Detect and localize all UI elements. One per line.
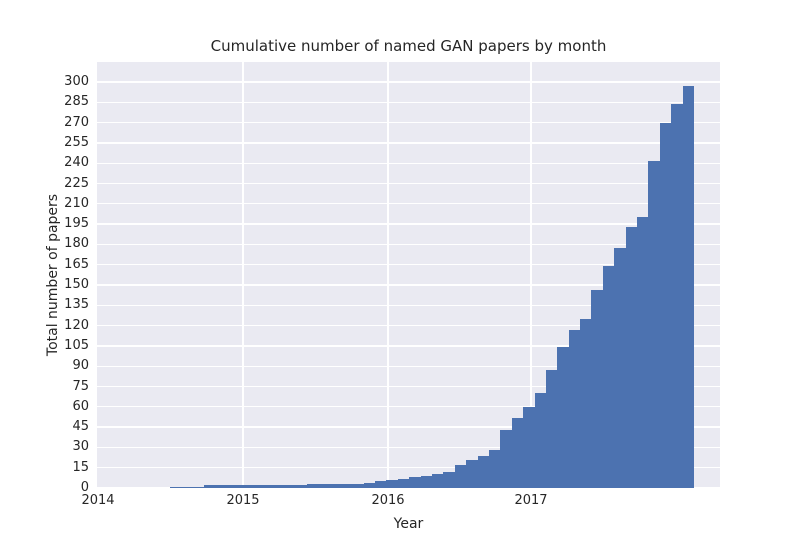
bar-2017-05 [568, 329, 581, 488]
bar-2018-03 [682, 86, 695, 488]
x-axis-label: Year [393, 516, 424, 532]
x-gridline-2015 [242, 62, 244, 488]
bar-2017-07 [591, 290, 604, 488]
y-gridline-285 [97, 101, 720, 103]
y-gridline-240 [97, 162, 720, 164]
bar-2016-04 [420, 475, 433, 488]
y-tick-label-285: 285 [64, 94, 89, 110]
bar-2017-06 [580, 318, 592, 488]
y-tick-label-135: 135 [64, 297, 89, 313]
bar-2016-03 [409, 477, 421, 488]
bar-2015-11 [363, 482, 376, 488]
y-gridline-150 [97, 284, 720, 286]
y-tick-label-105: 105 [64, 337, 89, 353]
plot-area [97, 62, 720, 489]
bar-2015-07 [318, 483, 330, 488]
bar-2016-11 [500, 429, 513, 488]
y-tick-label-75: 75 [72, 378, 89, 394]
y-tick-label-15: 15 [72, 459, 89, 475]
y-tick-label-255: 255 [64, 134, 89, 150]
bar-2017-09 [614, 248, 626, 488]
bar-2015-06 [306, 483, 319, 488]
bar-2014-07 [181, 486, 194, 488]
y-tick-label-225: 225 [64, 175, 89, 191]
y-tick-label-300: 300 [64, 74, 89, 89]
bar-2015-12 [375, 481, 387, 488]
y-tick-label-180: 180 [64, 236, 89, 252]
y-gridline-120 [97, 324, 720, 327]
y-tick-label-120: 120 [64, 317, 89, 333]
y-tick-label-165: 165 [64, 256, 89, 272]
bar-2018-01 [659, 122, 672, 488]
bar-2017-04 [557, 347, 569, 488]
bar-2017-01 [523, 406, 535, 488]
x-tick-label-2015: 2015 [226, 493, 260, 508]
bar-2016-08 [466, 459, 478, 488]
x-gridline-2017 [530, 62, 532, 488]
bar-2016-12 [511, 417, 524, 488]
bar-2015-10 [352, 483, 364, 488]
y-tick-label-60: 60 [72, 398, 89, 414]
x-tick-label-2014: 2014 [81, 493, 115, 508]
y-gridline-300 [97, 81, 720, 83]
y-gridline-225 [97, 182, 720, 185]
y-tick-label-45: 45 [72, 419, 89, 435]
bar-2016-09 [477, 455, 490, 488]
chart-title: Cumulative number of named GAN papers by… [210, 37, 607, 55]
bar-2016-06 [443, 471, 456, 488]
bar-2015-03 [272, 485, 285, 488]
y-gridline-75 [97, 385, 720, 388]
bar-2017-11 [637, 217, 649, 488]
y-gridline-45 [97, 426, 720, 428]
y-gridline-135 [97, 304, 720, 306]
y-tick-label-270: 270 [64, 114, 89, 130]
y-tick-label-210: 210 [64, 195, 89, 211]
bar-2016-01 [386, 479, 399, 488]
bar-2016-05 [432, 474, 444, 488]
y-gridline-180 [97, 243, 720, 246]
y-gridline-105 [97, 345, 720, 347]
bar-2018-02 [671, 103, 683, 488]
bar-2016-07 [454, 465, 467, 488]
bar-2015-05 [295, 485, 307, 488]
bar-2014-11 [226, 485, 239, 488]
y-tick-label-90: 90 [72, 358, 89, 374]
y-gridline-60 [97, 406, 720, 408]
y-gridline-165 [97, 264, 720, 266]
bar-2014-08 [192, 486, 205, 488]
y-tick-label-150: 150 [64, 277, 89, 292]
bar-2014-12 [238, 485, 251, 488]
bar-2016-10 [488, 450, 501, 488]
y-tick-label-30: 30 [72, 439, 89, 455]
bar-2015-01 [249, 485, 262, 488]
bar-2014-06 [170, 486, 182, 488]
bar-2014-09 [204, 485, 216, 488]
y-gridline-195 [97, 223, 720, 225]
bar-2017-12 [648, 160, 661, 488]
y-tick-label-240: 240 [64, 155, 89, 171]
bar-2016-02 [397, 478, 410, 488]
x-gridline-2016 [387, 62, 389, 488]
y-gridline-255 [97, 142, 720, 144]
bar-2015-04 [283, 485, 296, 488]
bar-2017-03 [545, 370, 558, 488]
bar-2015-08 [329, 483, 342, 488]
y-gridline-270 [97, 121, 720, 124]
bar-2015-02 [261, 485, 273, 488]
y-gridline-210 [97, 203, 720, 205]
y-gridline-30 [97, 446, 720, 449]
bar-2017-10 [625, 226, 638, 488]
x-tick-label-2016: 2016 [371, 493, 405, 508]
bar-2015-09 [340, 483, 353, 488]
y-tick-label-0: 0 [80, 480, 89, 495]
y-tick-label-195: 195 [64, 216, 89, 232]
y-gridline-15 [97, 467, 720, 469]
x-tick-label-2017: 2017 [514, 493, 548, 508]
bar-2017-08 [602, 266, 615, 488]
bar-2014-10 [215, 485, 228, 488]
y-gridline-90 [97, 365, 720, 367]
bar-2017-02 [534, 393, 547, 488]
